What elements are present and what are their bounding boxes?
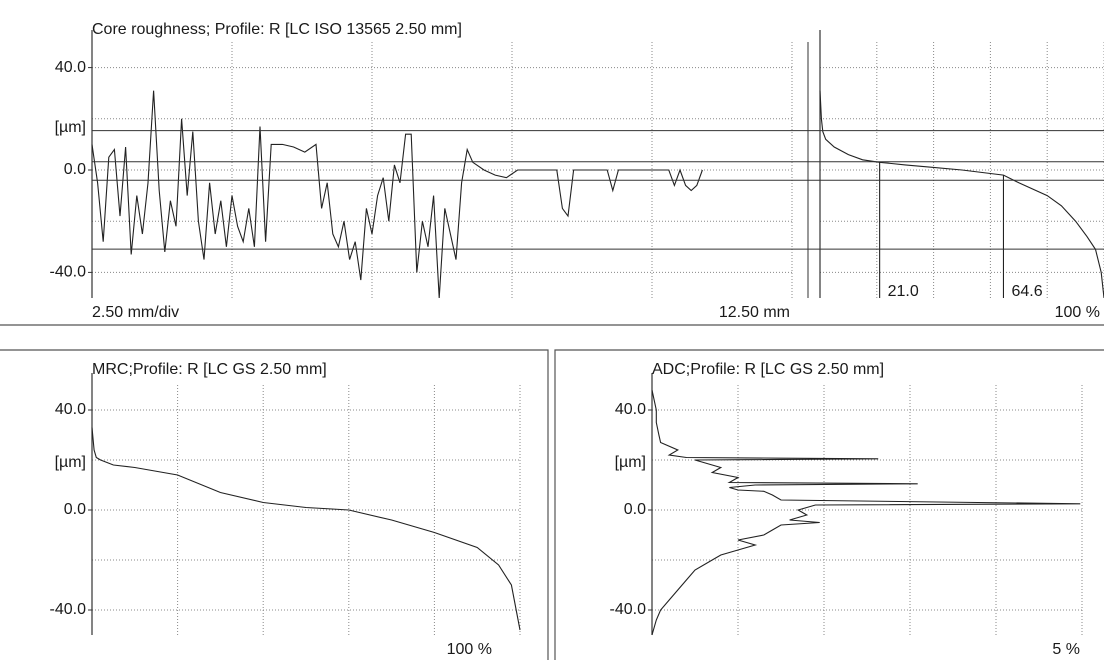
y-unit-label: [µm]: [55, 454, 86, 471]
y-tick-label: -40.0: [610, 601, 647, 618]
y-unit-label: [µm]: [615, 454, 646, 471]
adc-panel-frame: [554, 349, 1104, 660]
y-tick-label: 0.0: [64, 161, 86, 178]
x-end-label: 100 %: [447, 641, 492, 658]
chart-title: Core roughness; Profile: R [LC ISO 13565…: [92, 21, 462, 38]
data-line: [651, 389, 1081, 636]
chart-title: ADC;Profile: R [LC GS 2.50 mm]: [652, 361, 884, 378]
y-tick-label: -40.0: [50, 264, 87, 281]
x-end-label: 12.50 mm: [719, 304, 790, 321]
data-line: [819, 90, 1104, 299]
marker-label: 21.0: [888, 283, 919, 300]
mrc-panel-frame: [0, 349, 549, 660]
y-tick-label: 40.0: [615, 401, 646, 418]
data-line: [91, 427, 521, 631]
y-unit-label: [µm]: [55, 119, 86, 136]
marker-label: 64.6: [1011, 283, 1042, 300]
x-end-label: 5 %: [1052, 641, 1080, 658]
y-tick-label: 40.0: [55, 59, 86, 76]
x-scale-label: 2.50 mm/div: [92, 304, 179, 321]
y-tick-label: 40.0: [55, 401, 86, 418]
y-tick-label: -40.0: [50, 601, 87, 618]
y-tick-label: 0.0: [624, 501, 646, 518]
chart-title: MRC;Profile: R [LC GS 2.50 mm]: [92, 361, 327, 378]
data-line: [91, 90, 703, 299]
y-tick-label: 0.0: [64, 501, 86, 518]
x-end-label: 100 %: [1055, 304, 1100, 321]
